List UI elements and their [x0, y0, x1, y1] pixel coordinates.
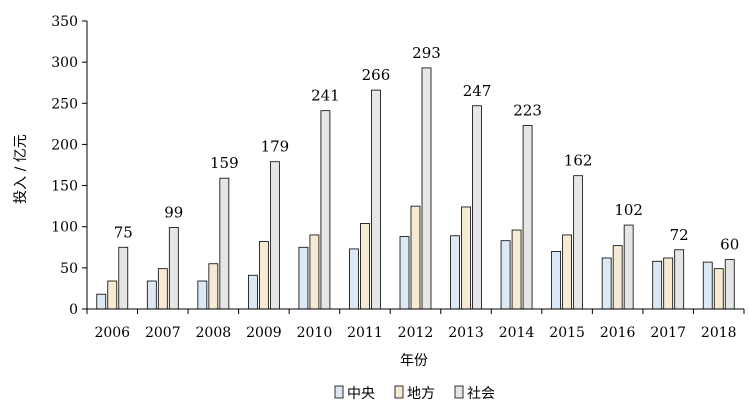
bar-社会-2018: [724, 259, 735, 310]
data-label-2015: 162: [564, 152, 593, 170]
legend-label-地方: 地方: [407, 386, 435, 402]
bar-社会-2010: [320, 110, 331, 310]
y-tick-label: 150: [51, 179, 78, 195]
x-tick-label: 2009: [246, 325, 282, 341]
legend-label-社会: 社会: [467, 386, 495, 402]
data-label-2012: 293: [412, 44, 441, 62]
data-label-2007: 99: [164, 204, 183, 222]
data-label-2011: 266: [362, 66, 391, 84]
y-tick-label: 300: [51, 55, 78, 71]
bar-社会-2016: [623, 224, 634, 310]
bar-中央-2017: [652, 260, 663, 310]
data-label-2018: 60: [720, 236, 739, 254]
y-tick-label: 350: [51, 14, 78, 30]
x-tick-label: 2014: [499, 325, 535, 341]
data-labels-layer: 75 99 159 179 241 266 293 247 223 162 102 72 60: [114, 44, 740, 254]
bar-地方-2011: [360, 223, 370, 310]
x-tick-label: 2011: [347, 325, 383, 341]
bar-社会-2017: [674, 249, 685, 310]
bar-社会-2014: [522, 125, 533, 310]
x-tick-label: 2006: [94, 325, 130, 341]
bar-地方-2016: [612, 245, 623, 310]
x-tick-label: 2008: [196, 325, 232, 341]
bar-中央-2006: [96, 293, 107, 310]
bar-中央-2009: [247, 274, 258, 310]
bar-社会-2008: [219, 177, 230, 310]
data-label-2016: 102: [614, 201, 643, 219]
y-tick-label: 100: [51, 220, 78, 236]
data-label-2013: 247: [463, 82, 492, 100]
x-tick-label: 2016: [600, 325, 636, 341]
bar-中央-2018: [702, 261, 713, 310]
bar-中央-2012: [399, 236, 410, 310]
bar-中央-2015: [551, 250, 562, 310]
bar-中央-2010: [298, 246, 309, 310]
bar-地方-2008: [208, 263, 219, 310]
bar-地方-2009: [258, 241, 269, 310]
data-label-2009: 179: [261, 138, 290, 156]
bar-地方-2007: [157, 268, 168, 310]
x-axis-title: 年份: [400, 353, 428, 369]
bar-社会-2015: [573, 175, 584, 310]
bar-中央-2016: [601, 257, 612, 310]
legend: 中央 地方 社会: [334, 385, 495, 402]
bar-地方-2017: [663, 257, 674, 310]
bar-地方-2014: [511, 229, 522, 310]
bar-地方-2012: [410, 205, 421, 310]
bar-地方-2015: [562, 234, 573, 310]
bar-地方-2010: [309, 234, 320, 310]
legend-swatch-地方: [394, 385, 404, 399]
x-tick-label: 2018: [701, 325, 737, 341]
bar-地方-2013: [461, 206, 471, 310]
x-axis-ticks: 2006 2007 2008 2009 2010 2011 2012 2013 2014 2015…: [86, 309, 745, 341]
x-tick-label: 2012: [398, 325, 434, 341]
bar-社会-2006: [118, 246, 129, 310]
bar-中央-2008: [197, 280, 208, 310]
data-label-2008: 159: [210, 154, 239, 172]
x-tick-label: 2015: [549, 325, 585, 341]
bar-社会-2007: [168, 227, 179, 310]
legend-swatch-中央: [334, 385, 344, 399]
y-axis-title: 投入 / 亿元: [13, 134, 29, 204]
data-label-2010: 241: [311, 87, 340, 105]
x-tick-label: 2010: [297, 325, 333, 341]
y-tick-label: 50: [60, 261, 78, 277]
legend-swatch-社会: [454, 385, 464, 399]
y-tick-label: 250: [51, 96, 78, 112]
bar-中央-2013: [450, 235, 460, 310]
bar-社会-2012: [421, 67, 432, 310]
data-label-2006: 75: [114, 223, 133, 241]
y-tick-label: 200: [51, 137, 78, 153]
y-tick-label: 0: [69, 302, 78, 318]
bar-社会-2013: [472, 105, 482, 310]
legend-label-中央: 中央: [347, 386, 375, 402]
data-label-2014: 223: [513, 102, 542, 120]
x-tick-label: 2017: [650, 325, 686, 341]
y-axis-ticks: 0 50 100 150 200 250 300 350: [51, 14, 87, 318]
bars-layer: [96, 67, 735, 310]
x-tick-label: 2007: [145, 325, 181, 341]
x-tick-label: 2013: [448, 325, 484, 341]
data-label-2017: 72: [670, 226, 689, 244]
bar-中央-2014: [500, 240, 511, 310]
bar-地方-2006: [107, 280, 118, 310]
bar-社会-2009: [269, 161, 280, 310]
bar-中央-2011: [349, 248, 359, 310]
bar-地方-2018: [713, 268, 724, 310]
bar-社会-2011: [371, 89, 381, 310]
bar-中央-2007: [146, 280, 157, 310]
